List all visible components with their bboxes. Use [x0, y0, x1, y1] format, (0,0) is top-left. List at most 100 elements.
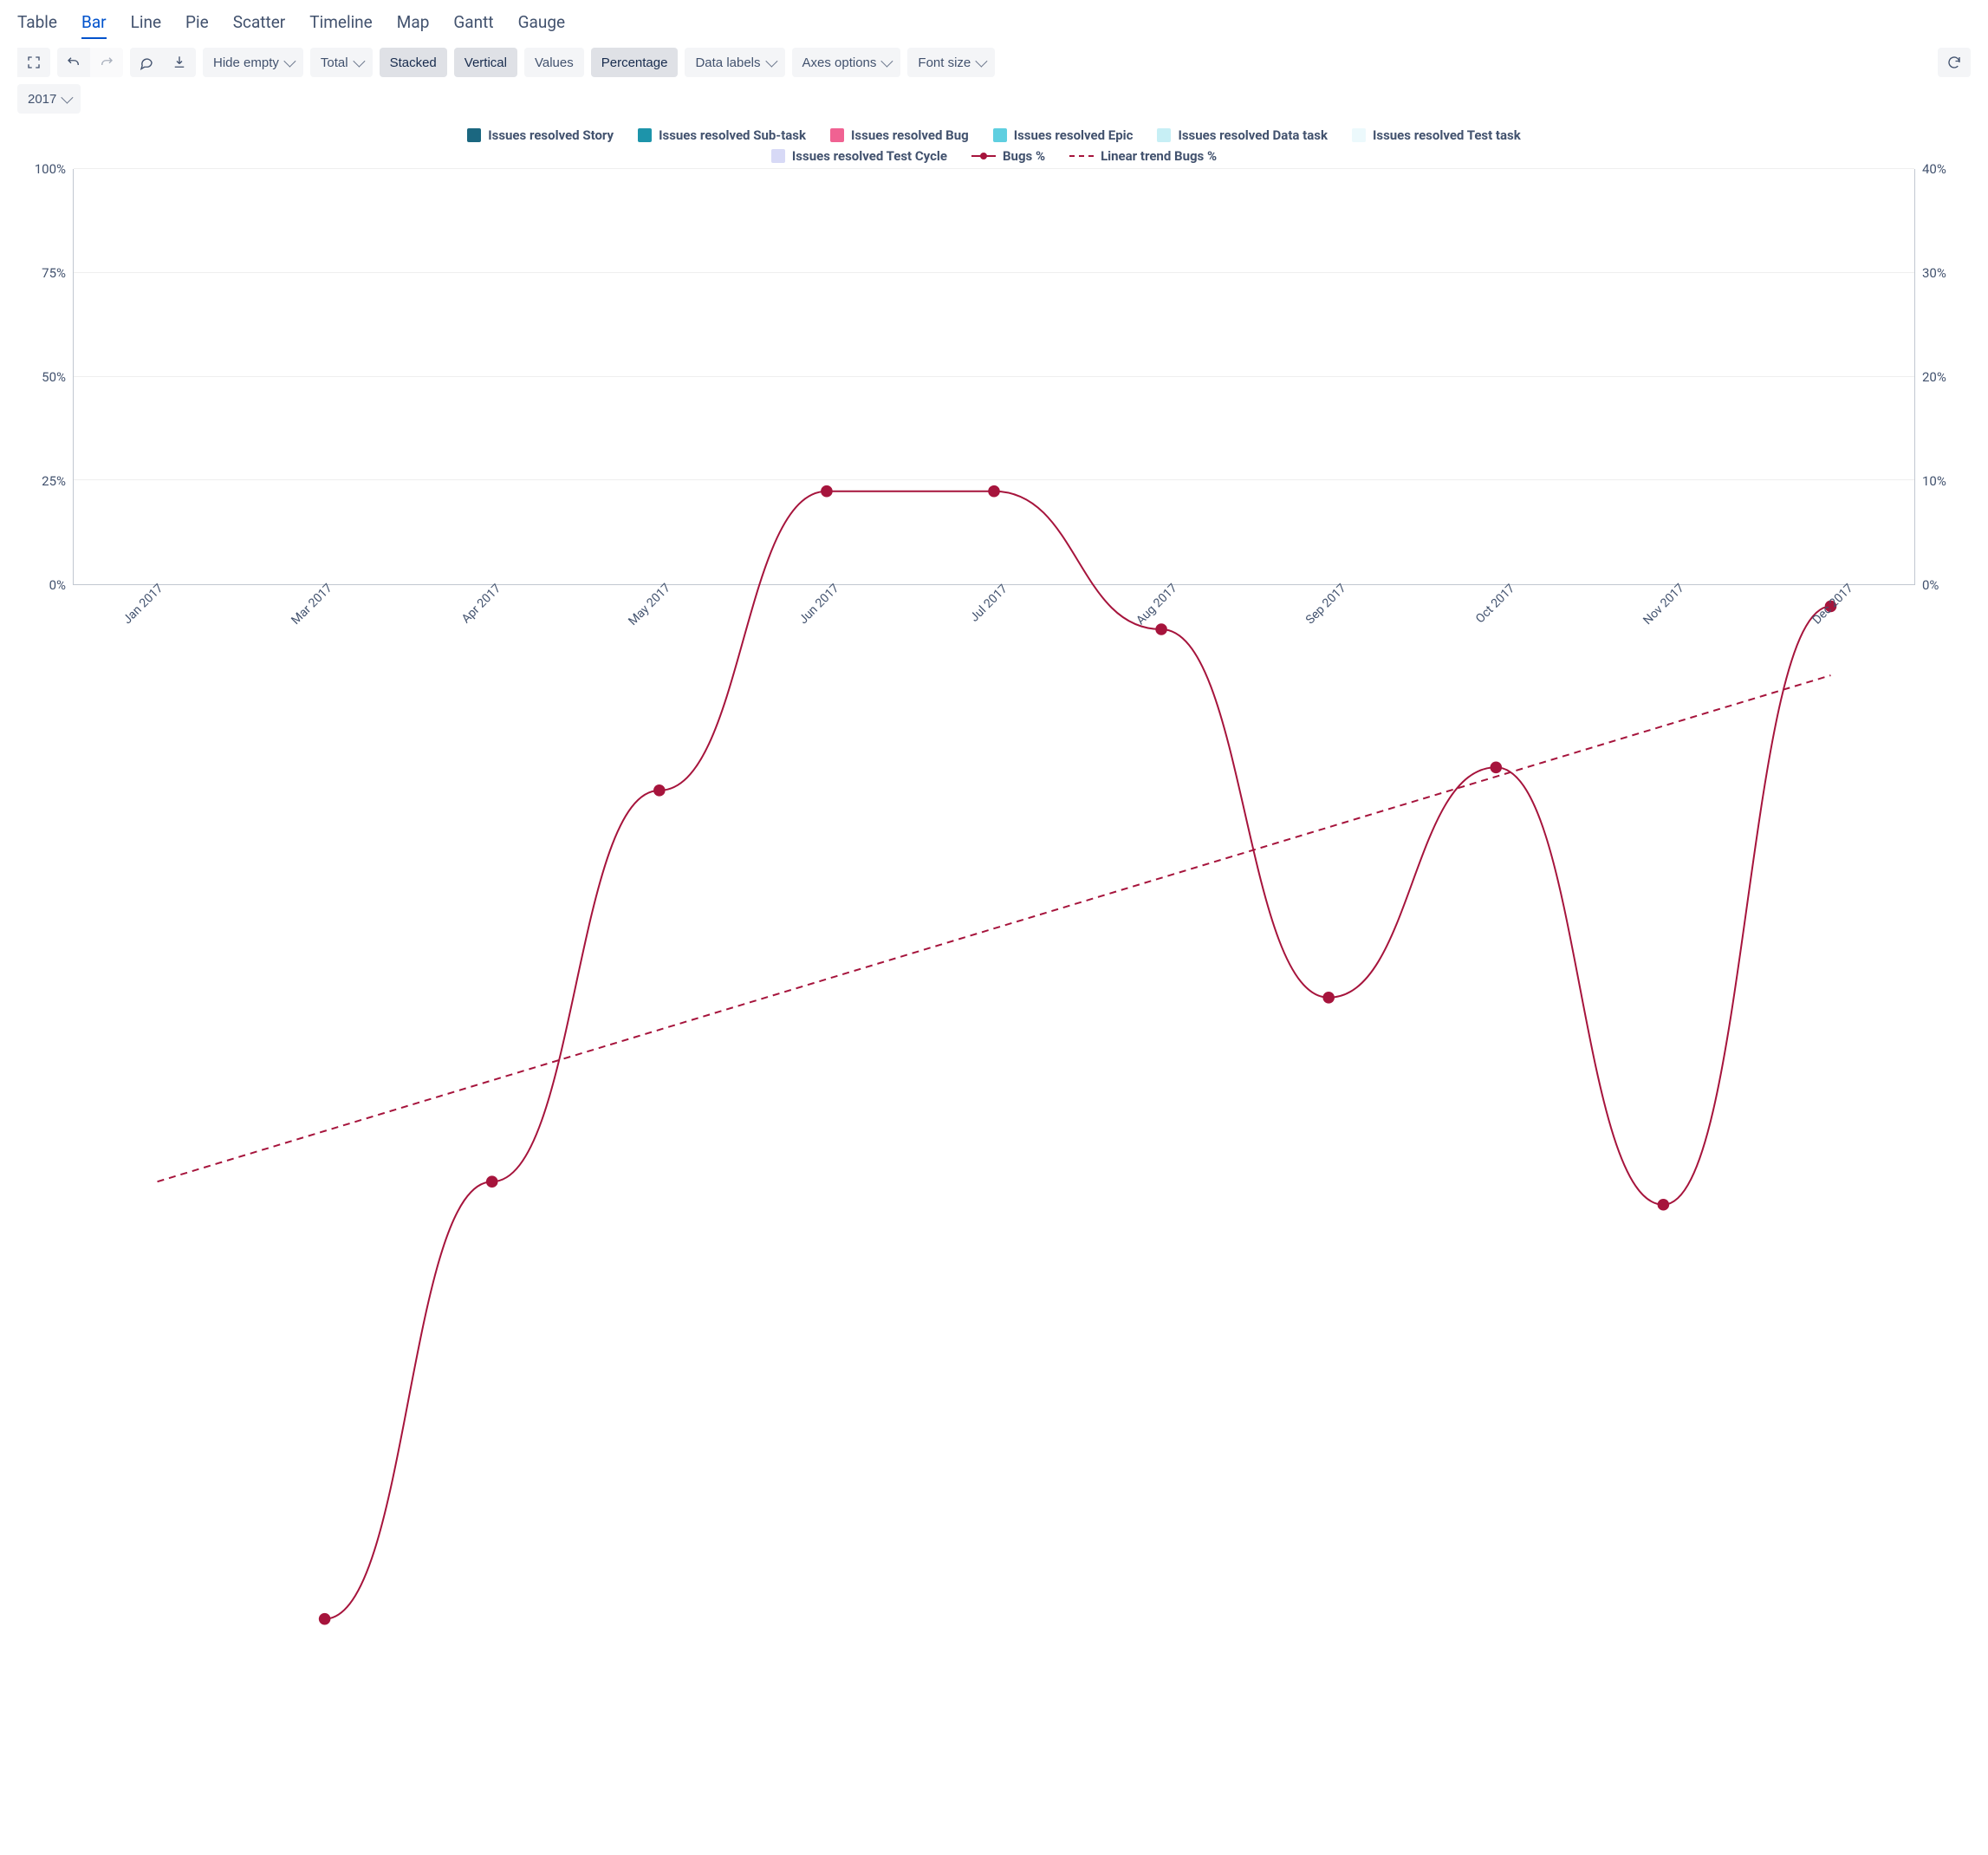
x-tick: Jul 2017: [909, 585, 1078, 648]
export-button[interactable]: [163, 48, 196, 77]
annotate-button[interactable]: [130, 48, 163, 77]
legend-item[interactable]: Issues resolved Sub-task: [638, 127, 806, 143]
hide-empty-dropdown[interactable]: Hide empty: [203, 48, 303, 77]
chevron-down-icon: [283, 55, 296, 68]
x-tick: Sep 2017: [1248, 585, 1417, 648]
undo-button[interactable]: [57, 48, 90, 77]
axis-tick: 20%: [1922, 369, 1946, 385]
bugs-percent-line: [325, 491, 1831, 1619]
bugs-percent-marker: [1658, 1199, 1670, 1211]
x-tick: Jan 2017: [64, 585, 233, 648]
tab-table[interactable]: Table: [17, 12, 57, 39]
chevron-down-icon: [881, 55, 893, 68]
axis-tick: 30%: [1922, 265, 1946, 281]
tab-pie[interactable]: Pie: [185, 12, 209, 39]
legend-swatch: [467, 128, 481, 142]
expand-button[interactable]: [17, 48, 50, 77]
x-tick: Nov 2017: [1586, 585, 1755, 648]
bugs-percent-marker: [821, 485, 833, 498]
stacked-toggle[interactable]: Stacked: [380, 48, 447, 77]
legend-label: Issues resolved Story: [488, 127, 614, 143]
axes-options-label: Axes options: [802, 55, 877, 70]
tab-map[interactable]: Map: [397, 12, 430, 39]
tab-line[interactable]: Line: [131, 12, 161, 39]
x-tick-label: Jan 2017: [120, 582, 166, 627]
bugs-percent-marker: [988, 485, 1000, 498]
font-size-dropdown[interactable]: Font size: [907, 48, 995, 77]
x-axis: Jan 2017 Mar 2017 Apr 2017 May 2017 Jun 2017…: [64, 585, 1924, 648]
tab-gauge[interactable]: Gauge: [518, 12, 566, 39]
toolbar: Hide empty Total Stacked Vertical Values…: [17, 48, 1971, 77]
download-icon: [172, 55, 187, 70]
gridline: [74, 376, 1914, 377]
legend-label: Issues resolved Data task: [1178, 127, 1328, 143]
data-labels-dropdown[interactable]: Data labels: [685, 48, 784, 77]
x-tick-label: Sep 2017: [1303, 582, 1349, 628]
gridline: [74, 479, 1914, 480]
legend-label: Issues resolved Bug: [851, 127, 969, 143]
chevron-down-icon: [62, 92, 74, 104]
legend-swatch: [771, 149, 785, 163]
undo-redo-group: [57, 48, 123, 77]
redo-button[interactable]: [90, 48, 123, 77]
year-dropdown[interactable]: 2017: [17, 84, 81, 114]
legend-item[interactable]: Issues resolved Story: [467, 127, 614, 143]
legend-label: Issues resolved Test task: [1373, 127, 1521, 143]
percentage-toggle[interactable]: Percentage: [591, 48, 679, 77]
legend-label: Issues resolved Test Cycle: [792, 148, 947, 164]
legend-swatch: [830, 128, 844, 142]
expand-icon: [26, 55, 42, 70]
comment-icon: [139, 55, 154, 70]
vertical-label: Vertical: [465, 55, 507, 70]
data-labels-label: Data labels: [695, 55, 760, 70]
tab-scatter[interactable]: Scatter: [233, 12, 286, 39]
legend-item[interactable]: Issues resolved Test Cycle: [771, 148, 947, 164]
legend-label: Issues resolved Epic: [1014, 127, 1134, 143]
chart-plot[interactable]: [73, 169, 1915, 585]
tab-gantt[interactable]: Gantt: [453, 12, 493, 39]
axis-tick: 100%: [35, 161, 66, 177]
legend-swatch: [1069, 150, 1094, 162]
axis-tick: 0%: [1922, 577, 1939, 593]
undo-icon: [66, 55, 81, 70]
x-tick-label: Jun 2017: [796, 582, 841, 627]
legend-item[interactable]: Issues resolved Data task: [1157, 127, 1328, 143]
total-dropdown[interactable]: Total: [310, 48, 373, 77]
refresh-button[interactable]: [1938, 48, 1971, 77]
legend-item[interactable]: Issues resolved Epic: [993, 127, 1134, 143]
legend-item[interactable]: Bugs %: [971, 148, 1045, 164]
legend-label: Bugs %: [1003, 148, 1045, 164]
axes-options-dropdown[interactable]: Axes options: [792, 48, 901, 77]
legend-item[interactable]: Issues resolved Test task: [1352, 127, 1521, 143]
annotate-export-group: [130, 48, 196, 77]
tab-timeline[interactable]: Timeline: [309, 12, 373, 39]
legend-item[interactable]: Issues resolved Bug: [830, 127, 969, 143]
x-tick: May 2017: [571, 585, 740, 648]
legend-swatch: [638, 128, 652, 142]
bugs-percent-marker: [486, 1175, 498, 1188]
chevron-down-icon: [976, 55, 988, 68]
x-tick-label: Mar 2017: [289, 582, 335, 628]
bugs-percent-marker: [1490, 762, 1502, 774]
x-tick: Mar 2017: [233, 585, 402, 648]
x-tick: Dec 2017: [1755, 585, 1924, 648]
legend-item[interactable]: Linear trend Bugs %: [1069, 148, 1217, 164]
legend-swatch: [971, 150, 996, 162]
axis-tick: 10%: [1922, 473, 1946, 489]
values-toggle[interactable]: Values: [524, 48, 584, 77]
vertical-toggle[interactable]: Vertical: [454, 48, 517, 77]
overlay-lines: [74, 169, 1914, 1855]
percentage-label: Percentage: [601, 55, 668, 70]
legend-swatch: [1157, 128, 1171, 142]
axis-tick: 50%: [42, 369, 66, 385]
chart-type-tabs: Table Bar Line Pie Scatter Timeline Map Gantt Ga…: [17, 7, 1971, 48]
x-tick-label: Nov 2017: [1641, 582, 1687, 628]
legend-label: Issues resolved Sub-task: [659, 127, 806, 143]
tab-bar[interactable]: Bar: [81, 12, 107, 39]
y-axis-left: 0%25%50%75%100%: [26, 169, 73, 585]
x-tick-label: Aug 2017: [1134, 582, 1179, 628]
year-value: 2017: [28, 92, 56, 107]
chart-legend: Issues resolved Story Issues resolved Sub…: [439, 127, 1549, 164]
x-tick-label: Apr 2017: [459, 582, 503, 626]
axis-tick: 40%: [1922, 161, 1946, 177]
